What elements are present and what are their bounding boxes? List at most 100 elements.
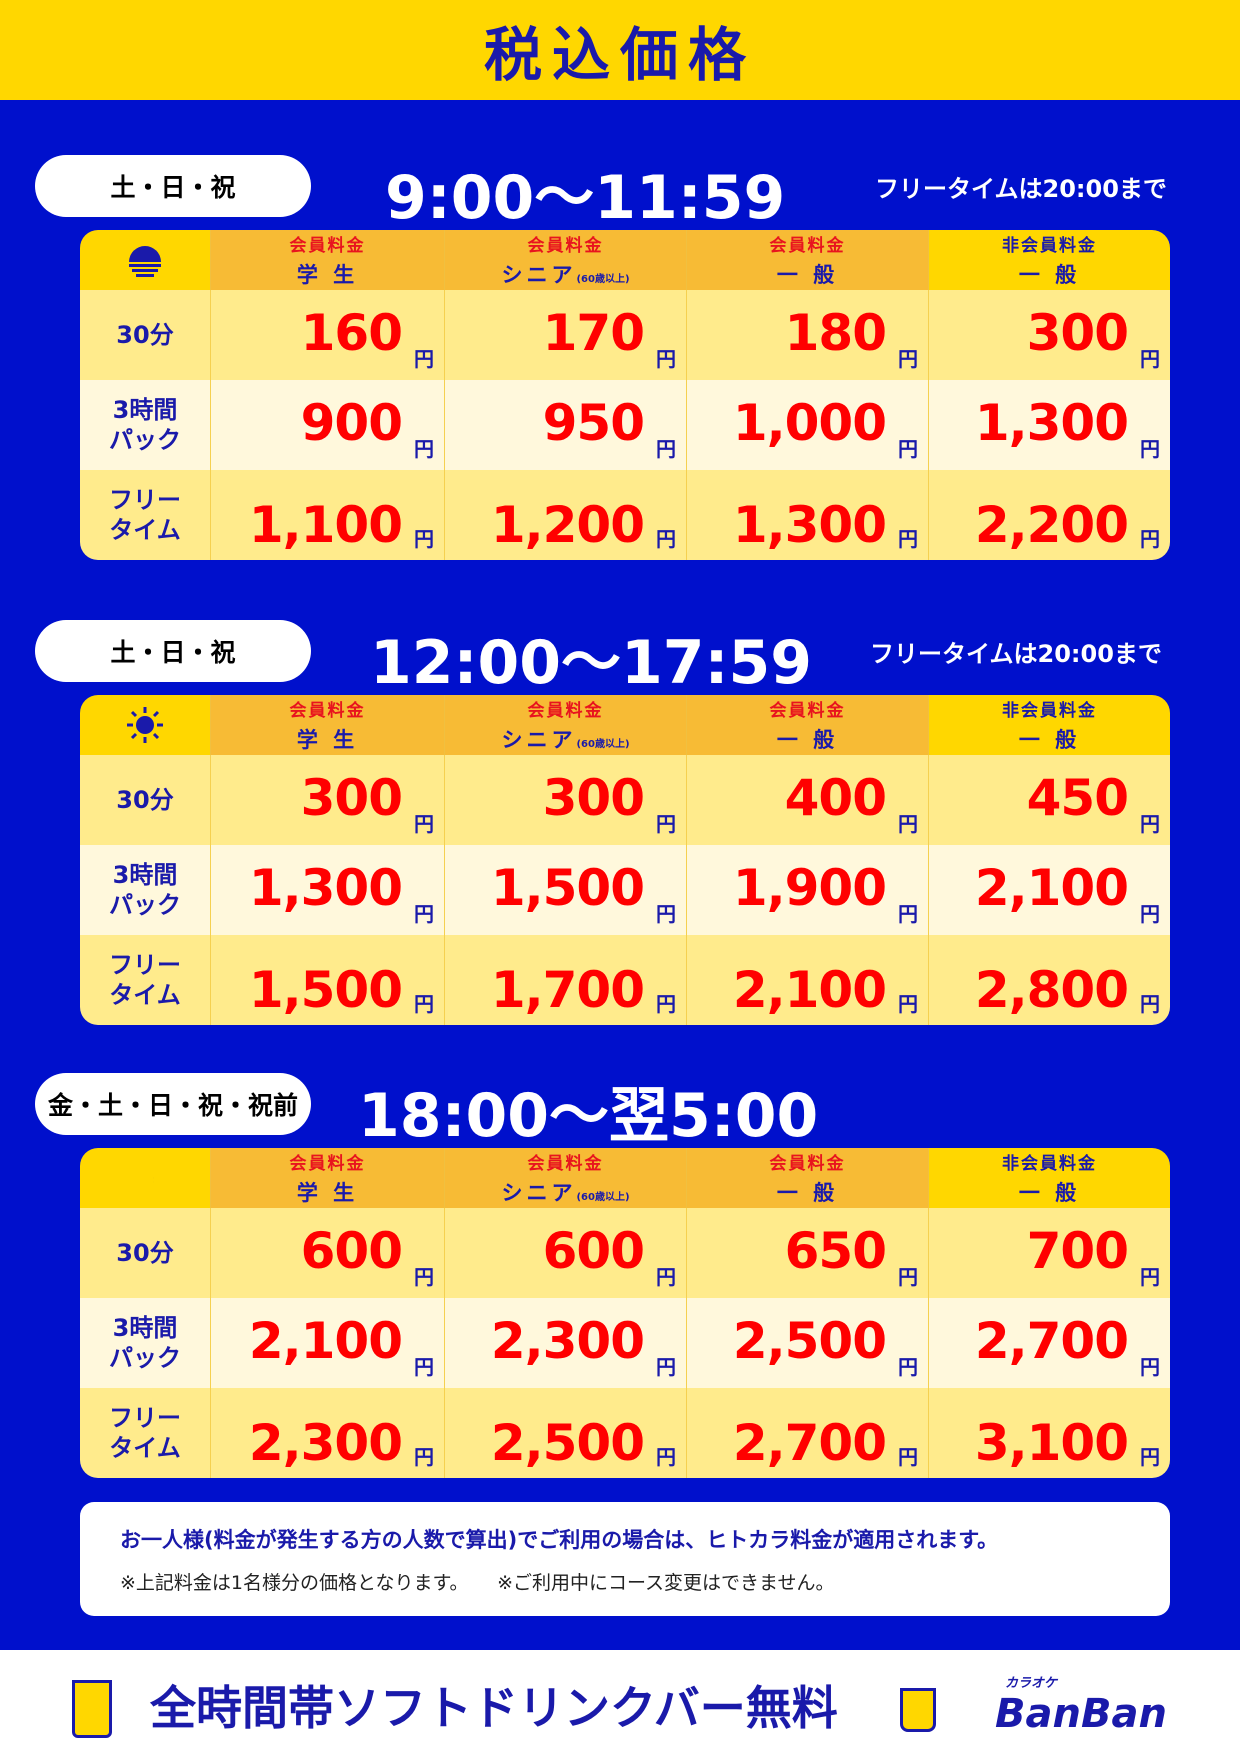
column-header: 非会員料金一 般	[928, 1148, 1170, 1208]
column-header: 会員料金学 生	[210, 230, 444, 290]
price-value: 950	[542, 394, 645, 452]
column-header: 会員料金一 般	[686, 230, 928, 290]
yen-unit: 円	[414, 527, 434, 551]
price-cell: 160 円	[210, 290, 444, 380]
customer-type: シニア(60歳以上)	[501, 259, 629, 289]
price-cell: 1,300 円	[210, 845, 444, 935]
yen-unit: 円	[414, 1355, 434, 1379]
member-type: 会員料金	[289, 1154, 366, 1174]
price-value: 2,100	[974, 859, 1129, 917]
row-label-line: 30分	[116, 786, 174, 814]
price-cell: 300 円	[444, 755, 686, 845]
yen-unit: 円	[656, 902, 676, 926]
yen-unit: 円	[1140, 1265, 1160, 1289]
age-note: (60歳以上)	[576, 1192, 630, 1203]
yen-unit: 円	[656, 1355, 676, 1379]
price-cell: 2,200 円	[928, 470, 1170, 560]
price-value: 600	[300, 1222, 403, 1280]
customer-type-label: シニア	[501, 728, 577, 752]
row-label-line: タイム	[109, 981, 181, 1009]
price-cell: 300 円	[928, 290, 1170, 380]
customer-type-label: 学 生	[296, 1181, 359, 1205]
member-type: 会員料金	[289, 236, 366, 256]
price-cell: 2,500 円	[686, 1298, 928, 1388]
price-value: 450	[1026, 769, 1129, 827]
free-time-note: フリータイムは20:00まで	[875, 175, 1167, 203]
yen-unit: 円	[1140, 812, 1160, 836]
price-value: 300	[1026, 304, 1129, 362]
logo-text: BanBan	[995, 1691, 1167, 1737]
price-cell: 900 円	[210, 380, 444, 470]
note-sub1: ※上記料金は1名様分の価格となります。	[120, 1572, 460, 1594]
price-value: 400	[784, 769, 887, 827]
column-header: 会員料金学 生	[210, 1148, 444, 1208]
customer-type: 一 般	[1019, 724, 1080, 754]
yen-unit: 円	[656, 992, 676, 1016]
price-cell: 3,100 円	[928, 1388, 1170, 1478]
row-label-line: 30分	[116, 321, 174, 349]
column-header: 非会員料金一 般	[928, 695, 1170, 755]
price-value: 300	[542, 769, 645, 827]
price-cell: 2,700 円	[686, 1388, 928, 1478]
price-value: 650	[784, 1222, 887, 1280]
row-label-line: 3時間	[112, 1314, 178, 1342]
customer-type: 学 生	[297, 259, 358, 289]
price-cell: 650 円	[686, 1208, 928, 1298]
customer-type: 学 生	[297, 1177, 358, 1207]
price-cell: 1,300 円	[928, 380, 1170, 470]
column-header: 会員料金一 般	[686, 695, 928, 755]
days-pill: 土・日・祝	[35, 620, 311, 682]
price-table: 会員料金学 生会員料金 シニア(60歳以上) 会員料金一 般非会員料金一 般 30分 6…	[80, 1148, 1170, 1478]
note-main: お一人様(料金が発生する方の人数で算出)でご利用の場合は、ヒトカラ料金が適用され…	[120, 1528, 999, 1552]
age-note: (60歳以上)	[576, 739, 630, 750]
yen-unit: 円	[656, 1445, 676, 1469]
title-bar: 税込価格	[0, 0, 1240, 100]
price-table: 会員料金学 生会員料金 シニア(60歳以上) 会員料金一 般非会員料金一 般 30分 3…	[80, 695, 1170, 1025]
price-cell: 950 円	[444, 380, 686, 470]
price-value: 1,300	[732, 496, 887, 554]
yen-unit: 円	[656, 1265, 676, 1289]
drink-cup-icon	[72, 1680, 112, 1738]
banban-logo: カラオケ BanBan	[995, 1672, 1167, 1737]
price-cell: 1,500 円	[444, 845, 686, 935]
row-label-line: パック	[109, 891, 181, 919]
column-header: 非会員料金一 般	[928, 230, 1170, 290]
row-label: フリー タイム	[80, 935, 210, 1025]
customer-type: 一 般	[1019, 259, 1080, 289]
yen-unit: 円	[414, 347, 434, 371]
drink-bar-text: 全時間帯ソフトドリンクバー無料	[150, 1681, 838, 1735]
row-label-line: 3時間	[112, 861, 178, 889]
page-title: 税込価格	[483, 21, 756, 89]
yen-unit: 円	[898, 992, 918, 1016]
hot-drink-icon	[900, 1688, 936, 1732]
row-label: 3時間 パック	[80, 1298, 210, 1388]
customer-type-label: 一 般	[776, 1181, 839, 1205]
yen-unit: 円	[1140, 1445, 1160, 1469]
yen-unit: 円	[898, 1445, 918, 1469]
yen-unit: 円	[898, 1265, 918, 1289]
member-type: 会員料金	[527, 1154, 604, 1174]
price-value: 1,300	[248, 859, 403, 917]
yen-unit: 円	[414, 902, 434, 926]
customer-type: 一 般	[777, 1177, 838, 1207]
member-type: 会員料金	[527, 236, 604, 256]
time-range: 9:00〜11:59	[385, 163, 786, 233]
price-value: 1,300	[974, 394, 1129, 452]
sun-icon	[80, 695, 210, 755]
price-cell: 600 円	[444, 1208, 686, 1298]
customer-type-label: 一 般	[776, 728, 839, 752]
yen-unit: 円	[656, 347, 676, 371]
days-pill: 土・日・祝	[35, 155, 311, 217]
yen-unit: 円	[1140, 347, 1160, 371]
member-type: 非会員料金	[1002, 1154, 1097, 1174]
price-cell: 2,100 円	[928, 845, 1170, 935]
row-label-line: 3時間	[112, 396, 178, 424]
price-value: 160	[300, 304, 403, 362]
price-value: 2,500	[732, 1312, 887, 1370]
row-label-line: パック	[109, 426, 181, 454]
row-label-line: パック	[109, 1344, 181, 1372]
price-cell: 1,000 円	[686, 380, 928, 470]
customer-type: シニア(60歳以上)	[501, 1177, 629, 1207]
price-value: 1,100	[248, 496, 403, 554]
price-cell: 2,100 円	[686, 935, 928, 1025]
